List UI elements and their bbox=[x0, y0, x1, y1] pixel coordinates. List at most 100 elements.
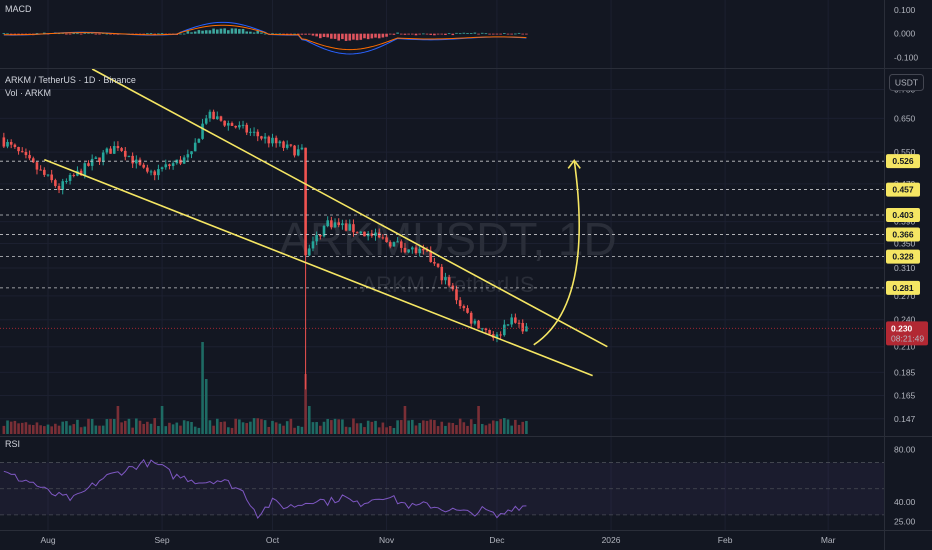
rsi-pane bbox=[0, 458, 884, 519]
volume-bar bbox=[230, 427, 234, 434]
candle-body bbox=[101, 152, 105, 162]
volume-bar bbox=[131, 427, 134, 434]
candle-body bbox=[164, 164, 168, 168]
macd-histogram-bar bbox=[278, 33, 282, 35]
volume-bar bbox=[68, 425, 72, 434]
macd-histogram-bar bbox=[466, 33, 469, 34]
volume-bar bbox=[9, 421, 13, 434]
candle-body bbox=[337, 222, 341, 226]
volume-bar bbox=[219, 421, 223, 434]
macd-histogram-bar bbox=[20, 33, 24, 35]
candle-body bbox=[359, 231, 363, 234]
level-tag bbox=[886, 280, 920, 295]
candle-body bbox=[131, 155, 134, 164]
volume-bar bbox=[260, 419, 263, 434]
macd-histogram-bar bbox=[319, 33, 322, 39]
candle-body bbox=[319, 235, 322, 237]
macd-histogram-bar bbox=[208, 30, 212, 34]
volume-bar bbox=[43, 426, 46, 434]
candle-body bbox=[411, 247, 414, 250]
trendline-drawings[interactable] bbox=[44, 68, 608, 377]
time-axis[interactable]: Aug Sep Oct Nov Dec 2026 Feb Mar bbox=[40, 535, 835, 545]
candle-body bbox=[234, 125, 237, 128]
volume-bar bbox=[499, 419, 502, 434]
volume-bar bbox=[116, 406, 120, 434]
price-axis-tick: 0.650 bbox=[894, 113, 916, 123]
volume-bar bbox=[267, 426, 271, 434]
volume-bar bbox=[153, 418, 157, 434]
candle-body bbox=[510, 317, 513, 325]
volume-bar bbox=[46, 424, 50, 434]
macd-histogram-bar bbox=[289, 33, 293, 35]
volume-bar bbox=[79, 427, 83, 434]
time-axis-tick: Dec bbox=[489, 535, 505, 545]
candle-body bbox=[422, 248, 425, 251]
level-tag-text: 0.281 bbox=[892, 283, 914, 293]
candle-body bbox=[495, 334, 499, 338]
time-axis-tick: Sep bbox=[155, 535, 170, 545]
candle-body bbox=[355, 232, 359, 234]
candle-body bbox=[484, 328, 488, 331]
rsi-label[interactable]: RSI bbox=[5, 439, 20, 449]
volume-bar bbox=[83, 426, 87, 434]
candle-body bbox=[315, 235, 318, 242]
macd-histogram-bar bbox=[230, 28, 234, 34]
volume-bar bbox=[422, 420, 425, 434]
macd-histogram-bar bbox=[157, 33, 160, 35]
macd-histogram-bar bbox=[473, 32, 477, 34]
macd-histogram-bar bbox=[219, 28, 223, 34]
macd-histogram-bar bbox=[411, 33, 414, 35]
macd-histogram-bar bbox=[525, 33, 528, 35]
horizontal-levels bbox=[0, 160, 884, 329]
candle-body bbox=[219, 116, 223, 121]
volume-bar bbox=[212, 425, 215, 434]
volume-bar bbox=[388, 425, 392, 434]
candle-body bbox=[377, 232, 381, 238]
projection-arrowhead bbox=[567, 159, 581, 169]
candle-body bbox=[17, 146, 20, 152]
candle-body bbox=[212, 111, 215, 120]
macd-histogram-bar bbox=[215, 29, 219, 34]
volume-label[interactable]: Vol · ARKM bbox=[5, 88, 51, 98]
candle-body bbox=[385, 237, 388, 243]
candle-body bbox=[469, 312, 473, 324]
macd-axis-tick: 0.000 bbox=[894, 29, 916, 39]
price-axis-tick: 0.350 bbox=[894, 238, 916, 248]
level-tag-text: 0.328 bbox=[892, 252, 914, 262]
macd-label[interactable]: MACD bbox=[5, 4, 32, 14]
macd-histogram-bar bbox=[315, 33, 318, 37]
volume-bar bbox=[164, 426, 168, 434]
volume-bar bbox=[186, 421, 190, 434]
macd-histogram-bar bbox=[6, 33, 9, 35]
candle-body bbox=[278, 141, 282, 144]
macd-histogram-bar bbox=[363, 33, 366, 39]
macd-histogram-bar bbox=[223, 28, 226, 34]
macd-histogram-bar bbox=[521, 33, 525, 35]
level-tag bbox=[886, 249, 920, 264]
rsi-axis-tick: 25.00 bbox=[894, 516, 916, 526]
candle-body bbox=[9, 141, 13, 145]
candle-body bbox=[149, 171, 153, 173]
macd-histogram-bar bbox=[458, 33, 462, 35]
volume-bar bbox=[157, 426, 160, 434]
volume-bar bbox=[223, 421, 226, 434]
macd-histogram-bar bbox=[72, 33, 76, 35]
macd-histogram-bar bbox=[433, 33, 436, 36]
symbol-info[interactable]: ARKM / TetherUS · 1D · Binance bbox=[5, 75, 136, 85]
candle-body bbox=[289, 144, 293, 146]
volume-bar bbox=[201, 342, 204, 434]
macd-histogram-bar bbox=[2, 33, 6, 34]
macd-histogram-bar bbox=[256, 30, 260, 34]
candle-body bbox=[153, 171, 157, 176]
macd-histogram-bar bbox=[451, 33, 455, 36]
currency-button[interactable]: USDT bbox=[889, 74, 924, 91]
candle-body bbox=[488, 330, 491, 335]
candle-body bbox=[160, 167, 164, 170]
candle-body bbox=[157, 169, 160, 176]
volume-bar bbox=[488, 423, 491, 434]
candle-body bbox=[403, 247, 407, 253]
macd-histogram-bar bbox=[149, 33, 153, 35]
macd-histogram-bar bbox=[366, 33, 370, 40]
candle-body bbox=[341, 223, 344, 226]
